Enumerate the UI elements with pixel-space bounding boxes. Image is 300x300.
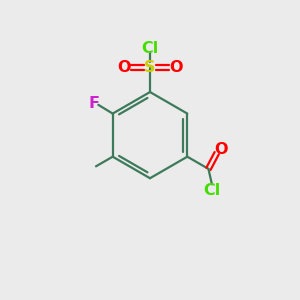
Text: O: O [169,60,183,75]
Text: Cl: Cl [141,41,159,56]
Text: O: O [117,60,131,75]
Text: F: F [89,95,100,110]
Text: S: S [144,60,156,75]
Text: Cl: Cl [203,183,220,198]
Text: O: O [214,142,228,158]
